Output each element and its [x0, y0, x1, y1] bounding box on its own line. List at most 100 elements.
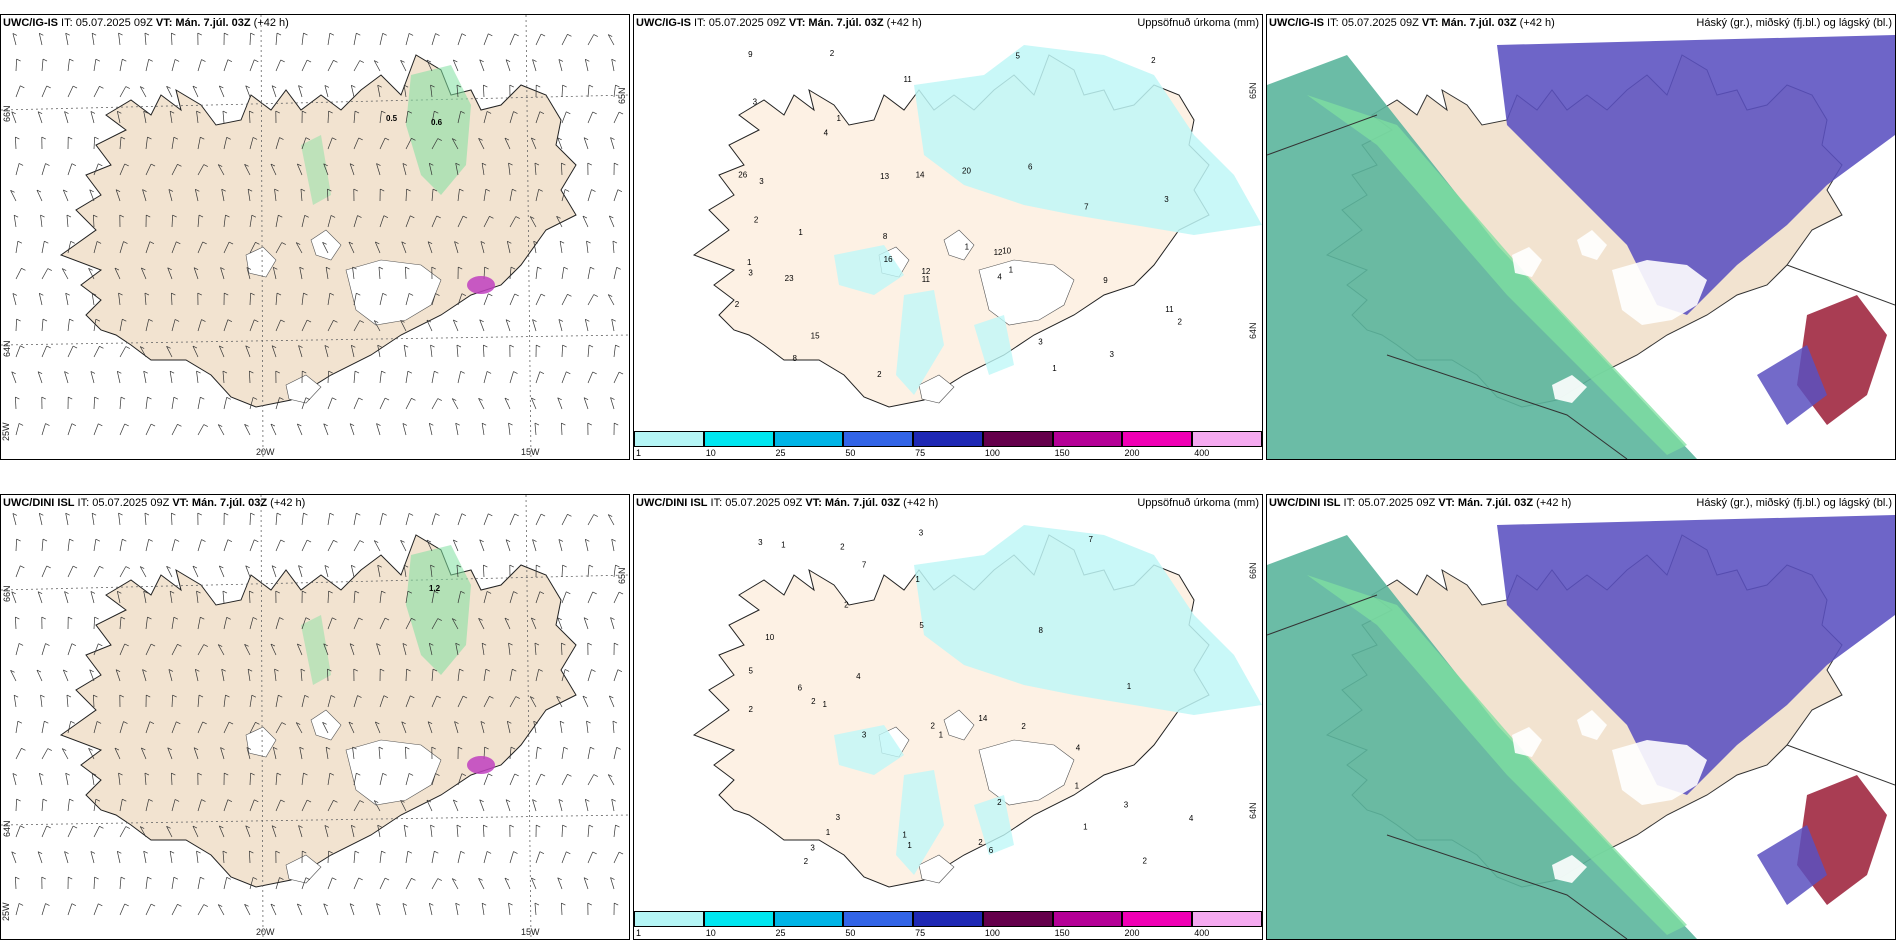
- colorbar-swatch: [773, 911, 844, 927]
- precip-value: 6: [989, 846, 994, 855]
- precip-value: 2: [1142, 856, 1147, 865]
- model-name: UWC/IG-IS: [1269, 17, 1324, 29]
- lead-time: (+42 h): [1536, 497, 1572, 509]
- precip-value: 4: [997, 272, 1002, 281]
- precip-colorbar: 1 10 25 50 75 100 150 200 400: [634, 431, 1262, 459]
- precip-value: 15: [811, 332, 820, 341]
- precip-value: 3: [1164, 195, 1169, 204]
- colorbar-swatch: [1192, 911, 1262, 927]
- lat-label: 64N: [2, 340, 12, 357]
- precip-value: 7: [1088, 535, 1093, 544]
- max-value-label: 0.6: [431, 118, 443, 127]
- precip-value: 3: [1038, 337, 1043, 346]
- precip-value: 8: [793, 354, 798, 363]
- panel-title: Uppsöfnuð úrkoma (mm): [1137, 497, 1259, 509]
- precip-value: 2: [811, 697, 816, 706]
- colorbar-tick: 1: [636, 448, 642, 458]
- colorbar-tick: 50: [845, 928, 856, 938]
- colorbar-tick: 100: [984, 448, 1000, 458]
- precip-value: 3: [753, 98, 758, 107]
- precip-value: 7: [1084, 203, 1089, 212]
- precip-value: 8: [1039, 626, 1044, 635]
- lon-label: 15W: [521, 927, 540, 937]
- precip-value: 20: [962, 167, 971, 176]
- precip-value: 2: [931, 722, 936, 731]
- colorbar-swatch: [843, 431, 914, 447]
- precip-value: 1: [798, 228, 803, 237]
- panel-title: Háský (gr.), miðský (fj.bl.) og lágský (…: [1696, 497, 1892, 509]
- model-name: UWC/DINI ISL: [636, 497, 708, 509]
- vt-label: VT:: [1421, 17, 1442, 29]
- precip-value: 5: [919, 621, 924, 630]
- precip-value: 1: [1083, 822, 1088, 831]
- max-value-label: 0.5: [386, 114, 398, 123]
- lead-time: (+42 h): [886, 17, 922, 29]
- precip-value: 2: [749, 705, 754, 714]
- init-time: 05.07.2025 09Z: [92, 497, 173, 509]
- colorbar-swatch: [913, 911, 983, 927]
- vt-label: VT:: [172, 497, 192, 509]
- precip-colorbar: 1 10 25 50 75 100 150 200 400: [634, 911, 1262, 939]
- lat-label: 65N: [617, 567, 627, 584]
- precip-value: 1: [1075, 781, 1080, 790]
- precip-value: 3: [810, 843, 815, 852]
- colorbar-swatch: [1052, 431, 1123, 447]
- colorbar-swatch: [1192, 431, 1262, 447]
- precip-value: 4: [1076, 744, 1081, 753]
- lon-label: 25W: [1, 902, 11, 921]
- panel-wind-igis: 0.5 0.6 66N 64N 25W 20W 15W 65N UWC/IG-IS IT: 05…: [0, 14, 630, 460]
- it-label: IT:: [707, 497, 726, 509]
- lat-label: 64N: [1248, 322, 1258, 339]
- it-label: IT:: [74, 497, 93, 509]
- vt-label: VT:: [805, 497, 825, 509]
- it-label: IT:: [1340, 497, 1359, 509]
- panel-cloud-dini: UWC/DINI ISL IT: 05.07.2025 09Z VT: Mán.…: [1266, 494, 1896, 940]
- precip-value: 2: [877, 370, 882, 379]
- vt-label: VT:: [788, 17, 809, 29]
- precip-value: 1: [747, 258, 752, 267]
- precip-value: 23: [785, 274, 794, 283]
- precip-value: 5: [1015, 51, 1020, 60]
- colorbar-tick: 150: [1054, 448, 1070, 458]
- lat-label: 64N: [1248, 802, 1258, 819]
- lat-label: 65N: [617, 87, 627, 104]
- precip-value: 8: [883, 232, 888, 241]
- colorbar-tick: 10: [705, 928, 716, 938]
- it-label: IT:: [1324, 17, 1342, 29]
- colorbar-swatch: [634, 911, 704, 927]
- it-label: IT:: [691, 17, 709, 29]
- model-name: UWC/DINI ISL: [3, 497, 75, 509]
- lead-time: (+42 h): [270, 497, 306, 509]
- colorbar-swatch: [982, 431, 1053, 447]
- precip-value: 14: [978, 714, 987, 723]
- precip-value: 7: [862, 560, 867, 569]
- it-label: IT:: [58, 17, 76, 29]
- lead-time: (+42 h): [253, 17, 289, 29]
- precip-value: 10: [765, 633, 774, 642]
- precip-value: 3: [836, 813, 841, 822]
- precip-value: 5: [749, 666, 754, 675]
- precip-value: 16: [884, 255, 893, 264]
- panel-header: UWC/IG-IS IT: 05.07.2025 09Z VT: Mán. 7.…: [1269, 17, 1555, 29]
- precip-value: 1: [822, 700, 827, 709]
- precip-value: 1: [1052, 364, 1057, 373]
- max-value-label: 1.2: [429, 584, 441, 593]
- precip-value: 12: [921, 267, 930, 276]
- lead-time: (+42 h): [903, 497, 939, 509]
- colorbar-tick: 400: [1194, 448, 1210, 458]
- precip-value: 3: [919, 528, 924, 537]
- precip-value: 1: [907, 841, 912, 850]
- precip-value: 11: [1165, 305, 1174, 314]
- colorbar-tick: 200: [1124, 448, 1140, 458]
- precip-value: 6: [798, 684, 803, 693]
- precip-value: 2: [844, 601, 849, 610]
- colorbar-swatch: [913, 431, 983, 447]
- colorbar-swatch: [634, 431, 704, 447]
- colorbar-swatch: [1122, 911, 1193, 927]
- precip-value: 2: [735, 300, 740, 309]
- precip-value: 1: [1009, 266, 1014, 275]
- colorbar-tick: 150: [1054, 928, 1070, 938]
- model-name: UWC/IG-IS: [3, 17, 58, 29]
- precip-value: 6: [1028, 163, 1033, 172]
- valid-time: Mán. 7.júl. 03Z: [1457, 497, 1537, 509]
